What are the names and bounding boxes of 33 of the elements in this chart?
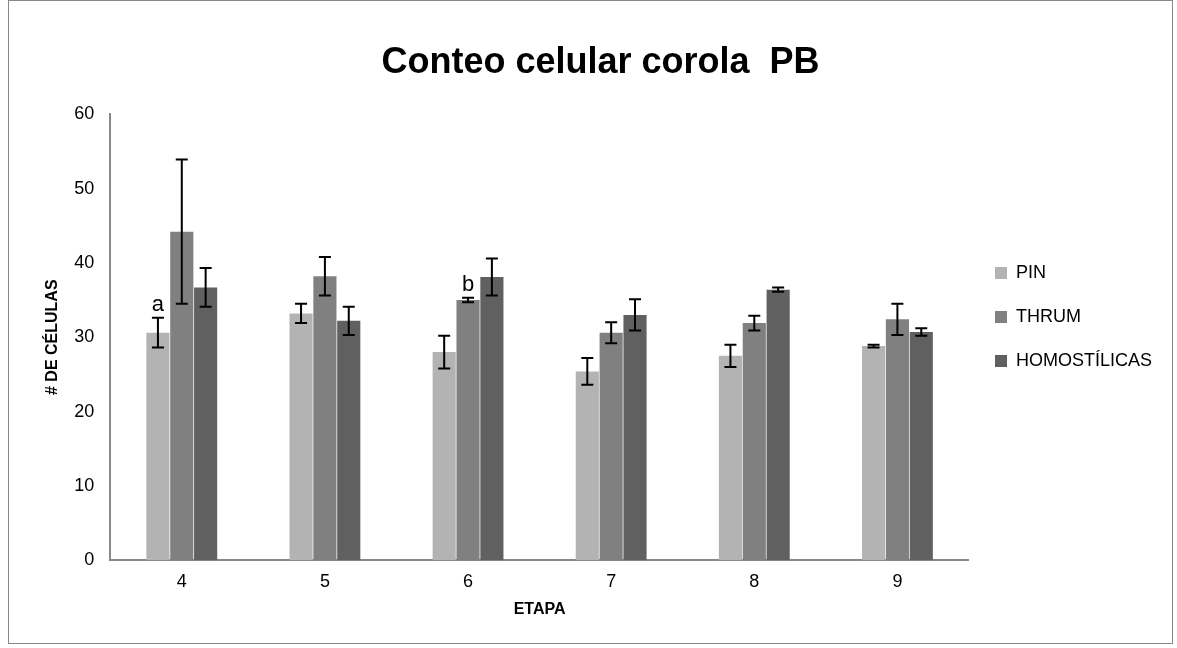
x-axis-title: ETAPA: [513, 599, 566, 617]
x-tick-label: 9: [892, 570, 903, 591]
y-tick-label: 10: [74, 474, 95, 495]
bar: [289, 313, 313, 561]
x-tick-label: 4: [176, 570, 187, 591]
y-tick-label: 30: [74, 326, 95, 347]
y-tick-label: 60: [74, 103, 95, 124]
x-tick-label: 8: [749, 570, 760, 591]
annotation: b: [461, 270, 475, 296]
legend-label: PIN: [1015, 261, 1046, 282]
bar: [432, 352, 456, 561]
bar: [909, 332, 933, 561]
bar: [194, 287, 218, 561]
bar: [623, 314, 647, 561]
x-tick-label: 6: [463, 570, 474, 591]
y-axis-title: # DE CÉLULAS: [42, 279, 61, 395]
y-tick-label: 50: [74, 177, 95, 198]
bar: [575, 371, 599, 561]
annotation: a: [151, 290, 165, 316]
bar: [480, 276, 504, 561]
bar: [146, 332, 170, 561]
legend-label: THRUM: [1015, 305, 1081, 326]
bar: [861, 346, 886, 561]
x-tick-label: 7: [606, 570, 617, 591]
bar: [766, 289, 790, 561]
legend-label: HOMOSTÍLICAS: [1015, 349, 1153, 370]
x-tick-label: 5: [319, 570, 330, 591]
bar: [337, 320, 361, 561]
chart-title: Conteo celular corola PB: [381, 39, 820, 81]
y-tick-label: 20: [74, 400, 95, 421]
y-tick-label: 40: [74, 251, 95, 272]
y-tick-label: 0: [84, 549, 95, 570]
bar: [718, 355, 743, 561]
